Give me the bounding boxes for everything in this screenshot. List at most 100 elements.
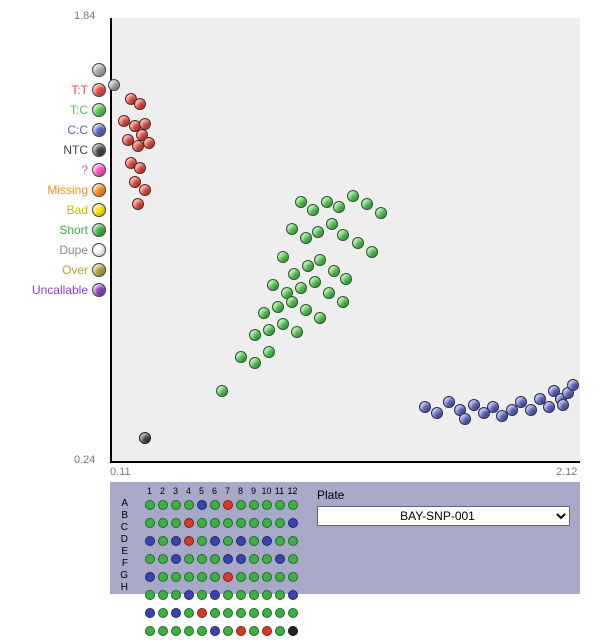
plate-well[interactable] (275, 590, 285, 600)
scatter-point[interactable] (263, 346, 275, 358)
plate-well[interactable] (275, 572, 285, 582)
plate-well[interactable] (262, 626, 272, 636)
plate-well[interactable] (236, 554, 246, 564)
scatter-point[interactable] (258, 307, 270, 319)
plate-well[interactable] (210, 554, 220, 564)
legend-item[interactable]: Short (6, 220, 108, 240)
plate-well[interactable] (288, 590, 298, 600)
plate-well[interactable] (275, 608, 285, 618)
legend-item[interactable]: T:C (6, 100, 108, 120)
scatter-point[interactable] (307, 204, 319, 216)
plate-well[interactable] (236, 572, 246, 582)
scatter-point[interactable] (431, 407, 443, 419)
scatter-point[interactable] (321, 196, 333, 208)
plate-well[interactable] (184, 572, 194, 582)
plate-well[interactable] (210, 626, 220, 636)
plate-well[interactable] (171, 536, 181, 546)
scatter-point[interactable] (557, 399, 569, 411)
scatter-point[interactable] (352, 237, 364, 249)
plate-well[interactable] (288, 626, 298, 636)
plate-well[interactable] (236, 536, 246, 546)
plate-well[interactable] (236, 518, 246, 528)
plate-well[interactable] (249, 590, 259, 600)
legend-item[interactable]: ? (6, 160, 108, 180)
legend-item[interactable]: Missing (6, 180, 108, 200)
plate-grid[interactable]: ABCDEFGH123456789101112 (110, 482, 307, 594)
plate-well[interactable] (197, 536, 207, 546)
plate-well[interactable] (158, 500, 168, 510)
scatter-point[interactable] (132, 198, 144, 210)
plate-well[interactable] (197, 500, 207, 510)
plate-select[interactable]: BAY-SNP-001 (317, 506, 570, 526)
plate-well[interactable] (275, 518, 285, 528)
plate-well[interactable] (145, 536, 155, 546)
scatter-point[interactable] (216, 385, 228, 397)
scatter-point[interactable] (139, 118, 151, 130)
scatter-point[interactable] (139, 184, 151, 196)
plate-well[interactable] (262, 590, 272, 600)
plate-well[interactable] (184, 554, 194, 564)
plate-well[interactable] (145, 554, 155, 564)
scatter-point[interactable] (302, 260, 314, 272)
scatter-point[interactable] (328, 265, 340, 277)
plate-well[interactable] (223, 608, 233, 618)
scatter-point[interactable] (108, 79, 120, 91)
plate-well[interactable] (197, 572, 207, 582)
scatter-point[interactable] (134, 98, 146, 110)
plate-well[interactable] (210, 500, 220, 510)
plate-well[interactable] (288, 536, 298, 546)
scatter-point[interactable] (459, 413, 471, 425)
scatter-point[interactable] (286, 296, 298, 308)
scatter-point[interactable] (300, 232, 312, 244)
plate-well[interactable] (171, 590, 181, 600)
scatter-point[interactable] (139, 432, 151, 444)
scatter-point[interactable] (323, 287, 335, 299)
plate-well[interactable] (210, 608, 220, 618)
plate-well[interactable] (223, 536, 233, 546)
scatter-point[interactable] (143, 137, 155, 149)
plate-well[interactable] (223, 572, 233, 582)
plate-well[interactable] (145, 626, 155, 636)
plate-well[interactable] (249, 536, 259, 546)
plate-well[interactable] (184, 626, 194, 636)
scatter-point[interactable] (267, 279, 279, 291)
plate-well[interactable] (223, 554, 233, 564)
scatter-point[interactable] (134, 162, 146, 174)
scatter-point[interactable] (291, 326, 303, 338)
plate-well[interactable] (210, 572, 220, 582)
plate-well[interactable] (223, 518, 233, 528)
plate-well[interactable] (158, 608, 168, 618)
scatter-point[interactable] (567, 379, 579, 391)
plate-well[interactable] (223, 590, 233, 600)
plate-well[interactable] (275, 554, 285, 564)
plate-well[interactable] (171, 518, 181, 528)
plate-well[interactable] (184, 500, 194, 510)
plate-well[interactable] (236, 626, 246, 636)
plate-well[interactable] (262, 554, 272, 564)
plate-well[interactable] (210, 536, 220, 546)
plate-well[interactable] (275, 536, 285, 546)
legend-item[interactable] (6, 60, 108, 80)
plate-well[interactable] (145, 608, 155, 618)
plate-well[interactable] (223, 500, 233, 510)
scatter-point[interactable] (525, 404, 537, 416)
plate-well[interactable] (249, 554, 259, 564)
legend-item[interactable]: Over (6, 260, 108, 280)
scatter-point[interactable] (543, 401, 555, 413)
scatter-point[interactable] (347, 190, 359, 202)
plate-well[interactable] (197, 518, 207, 528)
scatter-point[interactable] (333, 201, 345, 213)
scatter-point[interactable] (249, 357, 261, 369)
legend-item[interactable]: T:T (6, 80, 108, 100)
plate-well[interactable] (249, 500, 259, 510)
scatter-point[interactable] (314, 254, 326, 266)
plate-well[interactable] (158, 572, 168, 582)
plate-well[interactable] (184, 590, 194, 600)
scatter-point[interactable] (361, 198, 373, 210)
legend-item[interactable]: Uncallable (6, 280, 108, 300)
legend-item[interactable]: Bad (6, 200, 108, 220)
scatter-point[interactable] (295, 282, 307, 294)
plate-well[interactable] (158, 626, 168, 636)
plate-well[interactable] (236, 590, 246, 600)
legend-item[interactable]: Dupe (6, 240, 108, 260)
